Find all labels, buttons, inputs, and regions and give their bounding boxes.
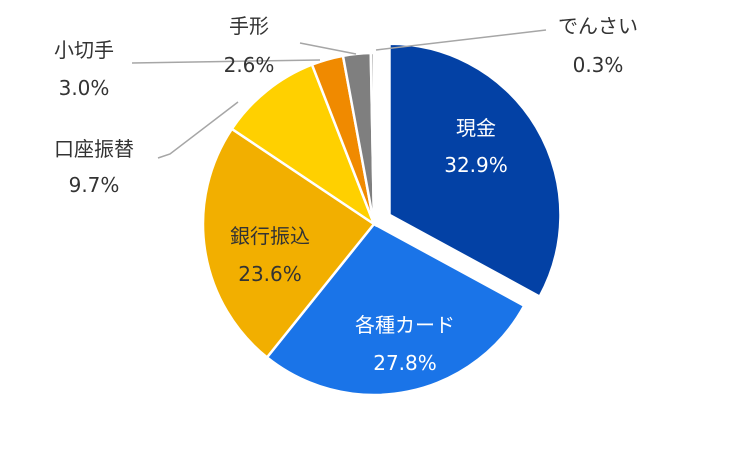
slice-label-genkin-value: 32.9% [444, 153, 508, 177]
slice-label-densai-name: でんさい [558, 14, 638, 38]
slice-label-koza-value: 9.7% [69, 173, 120, 197]
leader-line-tegata [299, 42, 357, 55]
pie-slice-koza [230, 63, 377, 228]
slice-label-kogitte-value: 3.0% [59, 76, 110, 100]
slice-label-tegata-name: 手形 [229, 14, 269, 38]
pie-slice-genkin [388, 42, 562, 299]
pie-slices [201, 42, 562, 397]
leader-lines [131, 29, 547, 159]
slice-label-ginko-name: 銀行振込 [230, 224, 310, 248]
leader-line-kogitte [131, 59, 321, 64]
leader-line-densai [375, 29, 547, 51]
slice-label-ginko-value: 23.6% [238, 262, 302, 286]
pie-slice-densai [369, 51, 376, 225]
slice-label-genkin-name: 現金 [456, 116, 496, 140]
slice-label-tegata-value: 2.6% [224, 53, 275, 77]
leader-line-koza [157, 101, 239, 159]
slice-label-card-value: 27.8% [373, 351, 437, 375]
slice-label-card-name: 各種カード [355, 313, 455, 337]
pie-slice-ginko [201, 127, 376, 360]
slice-label-koza-name: 口座振替 [54, 137, 134, 161]
slice-label-densai-value: 0.3% [573, 53, 624, 77]
pie-slice-card [265, 222, 526, 397]
slice-label-kogitte-name: 小切手 [54, 38, 114, 62]
